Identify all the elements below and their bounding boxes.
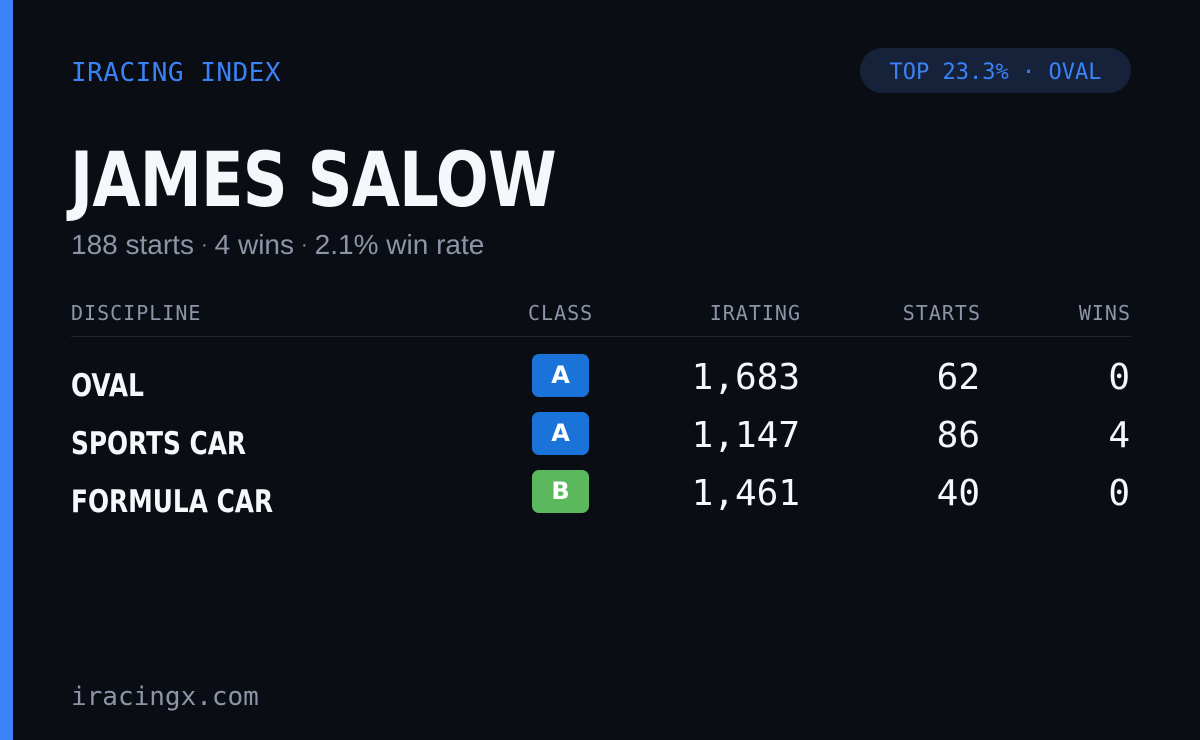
irating-value: 1,147 bbox=[691, 415, 800, 456]
class-badge: A bbox=[532, 412, 589, 455]
starts-summary: 188 starts bbox=[71, 229, 194, 260]
discipline-name: OVAL bbox=[71, 368, 144, 404]
class-badge: B bbox=[532, 470, 589, 513]
header-class: CLASS bbox=[528, 301, 594, 325]
table-row: FORMULA CAR B 1,461 40 0 bbox=[71, 466, 1131, 524]
starts-value: 62 bbox=[936, 357, 980, 398]
wins-summary: 4 wins bbox=[214, 229, 294, 260]
irating-value: 1,461 bbox=[691, 473, 800, 514]
summary-separator: · bbox=[301, 234, 308, 256]
table-header: DISCIPLINE CLASS IRATING STARTS WINS bbox=[71, 298, 1131, 337]
discipline-name: FORMULA CAR bbox=[71, 484, 274, 520]
wins-value: 4 bbox=[1108, 415, 1130, 456]
header-irating: IRATING bbox=[709, 301, 801, 325]
wins-value: 0 bbox=[1108, 357, 1130, 398]
table-row: OVAL A 1,683 62 0 bbox=[71, 350, 1131, 408]
class-badge: A bbox=[532, 354, 589, 397]
win-rate-summary: 2.1% win rate bbox=[314, 229, 485, 260]
summary-separator: · bbox=[200, 234, 208, 256]
rank-badge: TOP 23.3% · OVAL bbox=[860, 48, 1131, 93]
starts-value: 86 bbox=[936, 415, 980, 456]
header-discipline: DISCIPLINE bbox=[71, 301, 202, 325]
accent-bar bbox=[0, 0, 13, 740]
site-url: iracingx.com bbox=[71, 682, 259, 712]
starts-value: 40 bbox=[936, 473, 980, 514]
header-starts: STARTS bbox=[902, 301, 981, 325]
discipline-name: SPORTS CAR bbox=[71, 426, 247, 462]
wins-value: 0 bbox=[1108, 473, 1130, 514]
brand-label: IRACING INDEX bbox=[71, 58, 281, 88]
irating-value: 1,683 bbox=[691, 357, 800, 398]
header-wins: WINS bbox=[1078, 301, 1131, 325]
driver-summary: 188 starts · 4 wins · 2.1% win rate bbox=[71, 228, 484, 265]
table-row: SPORTS CAR A 1,147 86 4 bbox=[71, 408, 1131, 466]
driver-name: JAMES SALOW bbox=[70, 135, 557, 224]
